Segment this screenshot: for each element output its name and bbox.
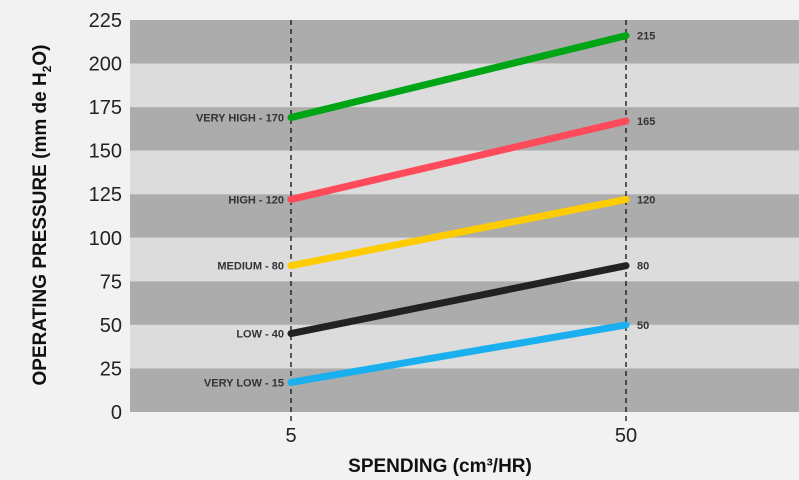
- series-line: [287, 32, 630, 122]
- series-start-label: VERY LOW - 15: [204, 377, 284, 389]
- y-axis-title-subscript: 2: [40, 65, 54, 72]
- series-end-label: 50: [637, 320, 649, 332]
- series-end-label: 215: [637, 31, 655, 43]
- series-start-label: LOW - 40: [236, 329, 284, 341]
- series-start-label: VERY HIGH - 170: [196, 113, 284, 125]
- grid-band: [130, 20, 799, 64]
- y-tick-label: 25: [100, 358, 122, 380]
- grid-band: [130, 281, 799, 325]
- series-lines: [287, 32, 630, 386]
- grid-band: [130, 107, 799, 151]
- y-tick-label: 50: [100, 315, 122, 337]
- grid-band: [130, 368, 799, 412]
- series-line: [287, 195, 630, 270]
- y-tick-label: 200: [89, 54, 122, 76]
- series-end-label: 80: [637, 261, 649, 273]
- x-axis-title: SPENDING (cm³/HR): [348, 456, 532, 477]
- series-line: [287, 117, 630, 203]
- y-axis-title: OPERATING PRESSURE (mm de H2O): [30, 45, 54, 386]
- grid-band: [130, 63, 799, 108]
- series-start-label: MEDIUM - 80: [217, 261, 284, 273]
- grid-band: [130, 237, 799, 282]
- x-tick-label: 50: [615, 425, 637, 447]
- grid-band: [130, 324, 799, 369]
- y-tick-labels: 0 25 50 75 100 125 150 175 200 225: [89, 10, 122, 424]
- y-tick-label: 225: [89, 10, 122, 32]
- y-tick-label: 0: [111, 402, 122, 424]
- series-line: [287, 321, 630, 386]
- y-tick-label: 175: [89, 97, 122, 119]
- y-tick-label: 75: [100, 271, 122, 293]
- series-end-label: 165: [637, 116, 655, 128]
- x-tick-labels: 5 50: [285, 425, 637, 447]
- series-end-label: 120: [637, 194, 655, 206]
- series-line: [287, 262, 630, 338]
- y-tick-label: 125: [89, 184, 122, 206]
- series-start-label: HIGH - 120: [228, 194, 284, 206]
- y-tick-label: 150: [89, 141, 122, 163]
- y-axis-title-end: O): [30, 45, 51, 66]
- category-guide-lines: [290, 20, 627, 424]
- y-axis-title-main: OPERATING PRESSURE (mm de H: [30, 72, 51, 385]
- y-tick-label: 100: [89, 228, 122, 250]
- x-tick-label: 5: [285, 425, 296, 447]
- data-labels: VERY LOW - 15 50 LOW - 40 80 MEDIUM - 80 120 H…: [196, 31, 655, 390]
